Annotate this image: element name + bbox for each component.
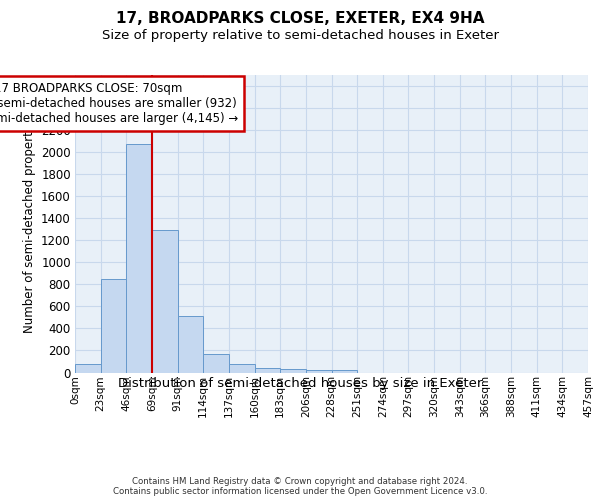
Y-axis label: Number of semi-detached properties: Number of semi-detached properties	[23, 114, 35, 333]
Bar	[178, 316, 203, 372]
Text: 17 BROADPARKS CLOSE: 70sqm
← 18% of semi-detached houses are smaller (932)
81% o: 17 BROADPARKS CLOSE: 70sqm ← 18% of semi…	[0, 82, 238, 124]
Bar	[254, 368, 280, 372]
Text: Size of property relative to semi-detached houses in Exeter: Size of property relative to semi-detach…	[101, 29, 499, 42]
Text: Contains HM Land Registry data © Crown copyright and database right 2024.
Contai: Contains HM Land Registry data © Crown c…	[113, 476, 487, 496]
Bar	[152, 230, 178, 372]
Bar	[280, 369, 306, 372]
Bar	[306, 370, 331, 372]
Bar	[127, 144, 152, 372]
Bar	[101, 279, 127, 372]
Bar	[75, 364, 101, 372]
Bar	[229, 364, 254, 372]
Text: Distribution of semi-detached houses by size in Exeter: Distribution of semi-detached houses by …	[118, 378, 482, 390]
Bar	[331, 370, 357, 372]
Text: 17, BROADPARKS CLOSE, EXETER, EX4 9HA: 17, BROADPARKS CLOSE, EXETER, EX4 9HA	[116, 11, 484, 26]
Bar	[203, 354, 229, 372]
